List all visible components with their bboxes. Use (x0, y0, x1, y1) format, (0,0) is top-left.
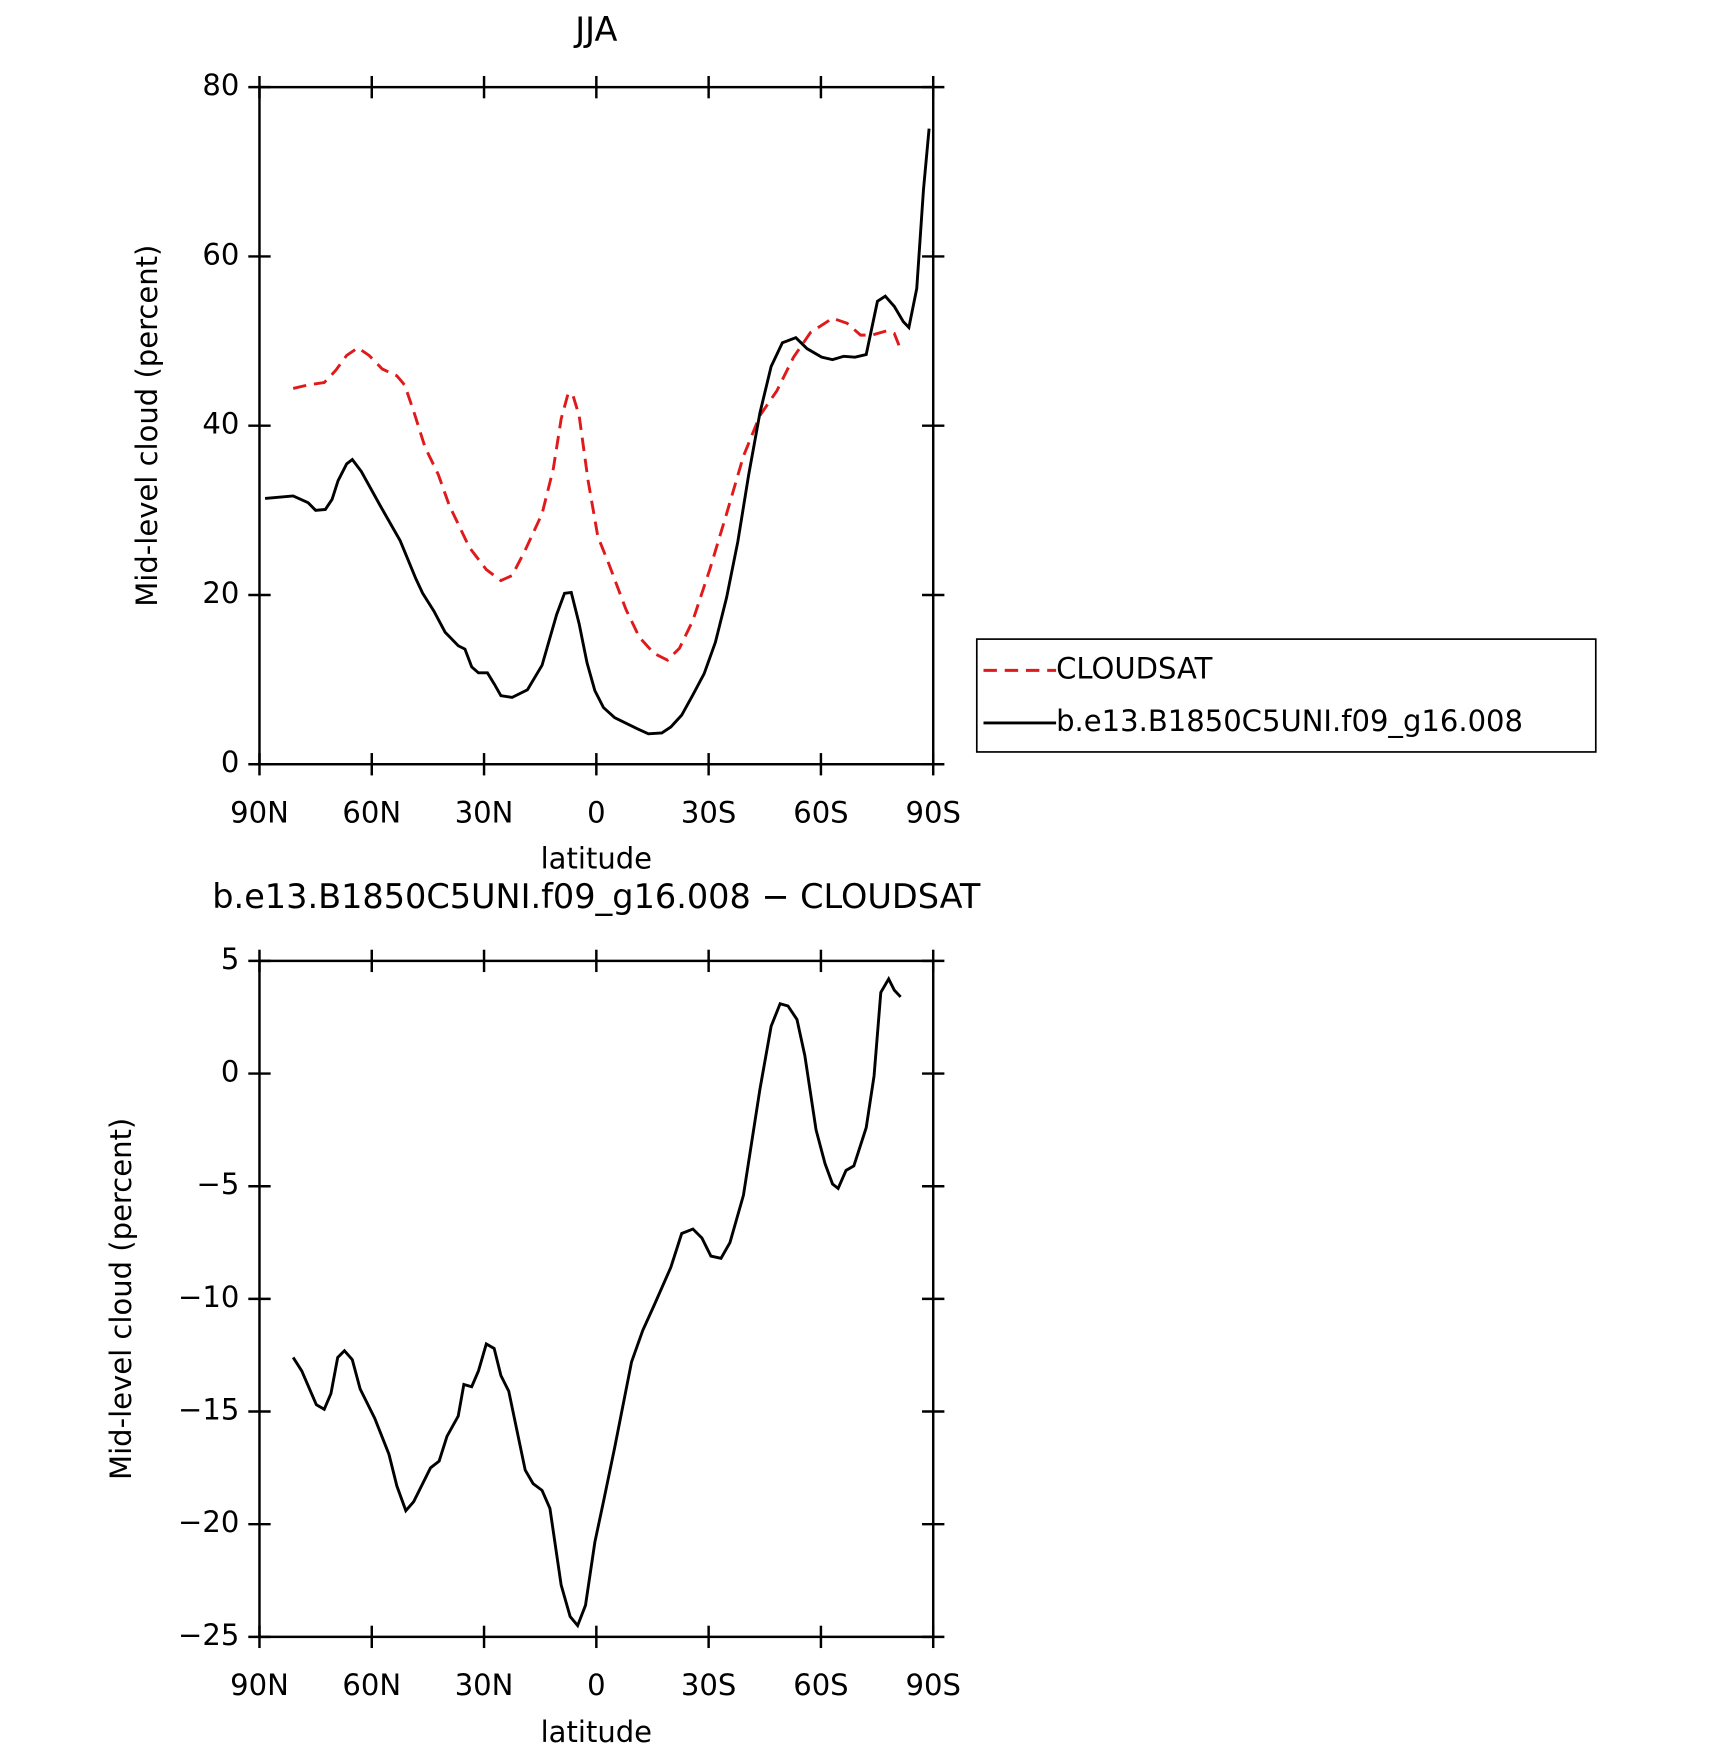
y-tick-label: 5 (221, 942, 239, 976)
x-tick-label: 90S (906, 1668, 961, 1702)
data-line (264, 128, 931, 736)
legend-label: b.e13.B1850C5UNI.f09_g16.008 (1056, 704, 1523, 738)
x-tick-label: 90N (230, 796, 289, 830)
x-tick-label: 60S (793, 1668, 848, 1702)
y-tick-label: −20 (178, 1505, 239, 1539)
x-tick-label: 60S (793, 796, 848, 830)
x-tick-label: 30N (455, 796, 514, 830)
x-tick-label: 30S (681, 1668, 736, 1702)
chart-title: JJA (573, 10, 617, 49)
x-tick-label: 60N (342, 796, 401, 830)
legend-box (975, 638, 1597, 753)
y-tick-label: −5 (197, 1167, 240, 1201)
x-tick-label: 0 (587, 796, 605, 830)
x-tick-label: 30S (681, 796, 736, 830)
x-tick-label: 60N (342, 1668, 401, 1702)
y-tick-label: −10 (178, 1280, 239, 1314)
x-tick-label: 0 (587, 1668, 605, 1702)
y-tick-label: 40 (202, 407, 239, 441)
x-tick-label: 30N (455, 1668, 514, 1702)
data-line (291, 975, 902, 1629)
x-tick-label: 90S (906, 796, 961, 830)
y-tick-label: −25 (178, 1618, 239, 1652)
x-tick-label: 90N (230, 1668, 289, 1702)
legend-label: CLOUDSAT (1056, 651, 1213, 685)
x-axis-label: latitude (541, 1715, 652, 1749)
data-line (292, 316, 902, 662)
x-axis-label: latitude (541, 841, 652, 875)
y-axis-label: Mid-level cloud (percent) (104, 1118, 138, 1480)
y-axis-label: Mid-level cloud (percent) (130, 245, 164, 607)
plot-frame (258, 85, 935, 766)
y-tick-label: 60 (202, 237, 239, 271)
chart-title: b.e13.B1850C5UNI.f09_g16.008 − CLOUDSAT (212, 877, 981, 916)
y-tick-label: 0 (221, 745, 239, 779)
y-tick-label: −15 (178, 1393, 239, 1427)
y-tick-label: 80 (202, 68, 239, 102)
y-tick-label: 0 (221, 1055, 239, 1089)
y-tick-label: 20 (202, 576, 239, 610)
